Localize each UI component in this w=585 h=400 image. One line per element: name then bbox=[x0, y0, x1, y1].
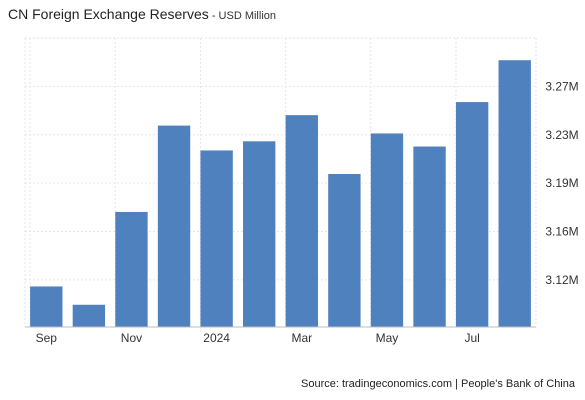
chart-subtitle: - USD Million bbox=[208, 10, 276, 22]
x-tick-label: Sep bbox=[36, 331, 58, 345]
y-tick-label: 3.27M bbox=[545, 79, 578, 93]
bar bbox=[328, 174, 361, 327]
bar bbox=[115, 211, 148, 327]
bar bbox=[370, 133, 404, 327]
bar bbox=[413, 146, 446, 327]
y-tick-label: 3.23M bbox=[545, 128, 578, 142]
bar bbox=[455, 102, 489, 327]
source-attribution: Source: tradingeconomics.com | People's … bbox=[301, 378, 575, 390]
bar bbox=[72, 304, 106, 327]
bar bbox=[157, 125, 191, 327]
x-tick-label: Nov bbox=[121, 331, 142, 345]
x-tick-label: May bbox=[376, 331, 399, 345]
x-tick-label: Jul bbox=[464, 331, 479, 345]
x-tick-label: 2024 bbox=[203, 331, 230, 345]
bar bbox=[498, 60, 531, 327]
chart-title: CN Foreign Exchange Reserves bbox=[8, 6, 209, 22]
bar-chart: 3.12M 3.16M 3.19M 3.23M 3.27M Sep Nov 2024 Mar Ma… bbox=[24, 37, 579, 345]
y-tick-label: 3.16M bbox=[545, 225, 578, 239]
y-tick-label: 3.12M bbox=[545, 273, 578, 287]
x-tick-label: Mar bbox=[291, 331, 312, 345]
bar bbox=[285, 115, 318, 328]
chart-title-row: CN Foreign Exchange Reserves - USD Milli… bbox=[8, 6, 276, 24]
bar bbox=[30, 286, 63, 327]
bar bbox=[200, 150, 233, 327]
y-tick-label: 3.19M bbox=[545, 176, 578, 190]
bar bbox=[243, 141, 276, 327]
